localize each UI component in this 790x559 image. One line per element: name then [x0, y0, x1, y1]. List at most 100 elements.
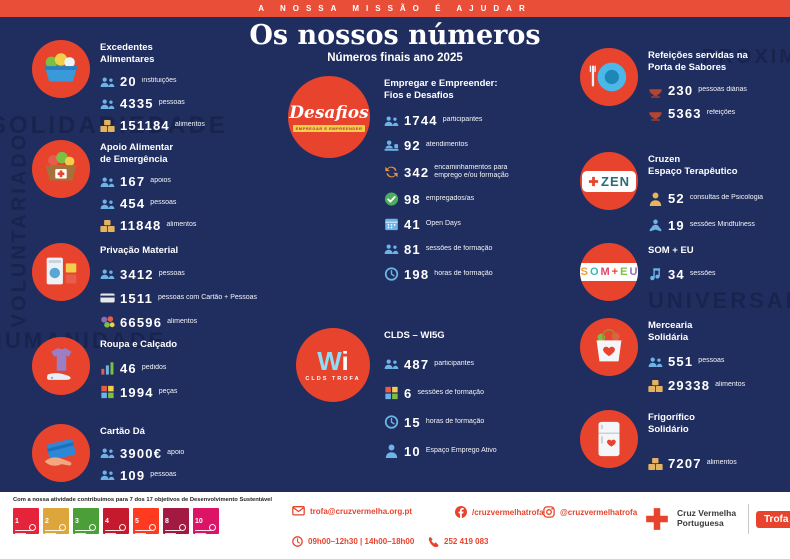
cvp-org-name: Cruz Vermelha Portuguesa	[677, 508, 737, 528]
clock-icon	[384, 415, 399, 429]
sdg-caption-line	[15, 529, 31, 532]
sdg-number: 3	[75, 518, 79, 525]
section-badge	[32, 140, 90, 198]
sdg-number: 10	[195, 518, 203, 525]
phone-icon	[428, 536, 439, 547]
sdg-number: 8	[165, 518, 169, 525]
section-badge	[32, 337, 90, 395]
section-empregar-empreender: Desafios EMPREGAR E EMPREENDER Empregar …	[288, 76, 509, 281]
clock-icon	[292, 536, 303, 547]
stat-label: alimentos	[174, 121, 205, 129]
sdg-caption-line	[135, 532, 146, 535]
stat-row: 6 sessões de formação	[384, 386, 497, 400]
mission-banner-text: A NOSSA MISSÃO É AJUDAR	[258, 4, 532, 13]
stat-row: 98 empregados/as	[384, 192, 509, 206]
stat-row: 109 pessoas	[100, 468, 184, 482]
stat-label: sessões de formação	[417, 388, 484, 396]
people-icon	[100, 175, 115, 189]
stat-row: 15 horas de formação	[384, 415, 497, 429]
cvp-divider	[748, 504, 749, 534]
phone-text: 252 419 083	[444, 537, 489, 546]
clds-logo-i: i	[341, 346, 349, 376]
pieces-blocks-icon	[100, 385, 115, 399]
stat-value: 34	[668, 266, 685, 282]
stat-row: 52 consultas de Psicologia	[648, 192, 763, 206]
stat-row: 11848 alimentos	[100, 219, 196, 233]
stat-label: horas de formação	[434, 269, 493, 277]
sdg-goal-4: 4	[103, 508, 129, 535]
blocks-icon	[384, 386, 399, 400]
sdg-caption-line	[105, 532, 116, 535]
section-title: Empregar e Empreender: Fios e Desafios	[384, 78, 498, 102]
section-badge	[32, 40, 90, 98]
stat-value: 10	[404, 443, 421, 459]
someu-logo-letter: E	[620, 266, 628, 278]
watermark-text: UNIVERSALIDADE	[648, 288, 790, 313]
food-boxes-icon	[648, 457, 663, 471]
section-title: Cartão Dá	[100, 426, 145, 437]
sdg-pictogram	[29, 524, 36, 531]
food-basket-icon	[44, 53, 78, 82]
hand-with-card-icon	[44, 439, 76, 466]
stat-value: 1511	[120, 290, 154, 306]
stat-label: instituições	[141, 77, 177, 85]
section-porta-de-sabores: Refeições servidas na Porta de Sabores 2…	[580, 48, 748, 121]
stat-row: 3900€ apoio	[100, 446, 184, 460]
someu-logo-letter: +	[611, 266, 619, 278]
sdg-caption-line	[195, 529, 211, 532]
stat-row: 29338 alimentos	[648, 379, 745, 393]
desafios-logo-badge: Desafios EMPREGAR E EMPREENDER	[288, 76, 370, 158]
stat-value: 5363	[668, 106, 702, 122]
stat-label: peças	[158, 387, 178, 395]
section-title: Refeições servidas na Porta de Sabores	[648, 50, 748, 74]
stat-row: 454 pessoas	[100, 197, 196, 211]
stat-value: 1744	[404, 113, 438, 129]
sdg-caption-line	[165, 529, 181, 532]
stat-row: 5363 refeições	[648, 107, 748, 121]
stat-row: 46 pedidos	[100, 361, 177, 375]
people-icon	[100, 75, 115, 89]
desafios-logo-subtext: EMPREGAR E EMPREENDER	[292, 124, 366, 132]
red-cross-icon	[646, 508, 668, 530]
instagram-contact: @cruzvermelhatrofa	[543, 506, 637, 518]
calendar-icon	[384, 217, 399, 231]
sdg-pictogram	[119, 524, 126, 531]
envelope-icon	[292, 506, 305, 516]
stat-row: 7207 alimentos	[648, 457, 737, 471]
stat-value: 19	[668, 218, 685, 234]
stat-label: participantes	[434, 359, 474, 367]
instagram-icon	[543, 506, 555, 518]
sdg-caption-line	[45, 529, 61, 532]
sdg-pictogram	[149, 524, 156, 531]
stat-label: horas de formação	[425, 417, 485, 425]
people-icon	[100, 197, 115, 211]
sdg-goal-1: 1	[13, 508, 39, 535]
section-badge	[580, 410, 638, 468]
people-icon	[384, 357, 399, 371]
stat-row: 66596 alimentos	[100, 315, 257, 329]
person-icon	[384, 444, 399, 458]
clds-logo-badge: Wi CLDS TROFA	[296, 328, 370, 402]
watermark-text: PROXIMIDADE	[702, 46, 790, 68]
stat-value: 52	[668, 191, 685, 207]
stat-value: 46	[120, 360, 137, 376]
stat-row: 81 sessões de formação	[384, 242, 509, 256]
email-contact: trofa@cruzvermelha.org.pt	[292, 506, 412, 516]
stat-row: 198 horas de formação	[384, 267, 509, 281]
section-frigorifico-solidario: Frigorífico Solidário 7207 alimentos	[580, 410, 737, 471]
cvp-logo: Cruz Vermelha Portuguesa Trofa	[644, 504, 790, 534]
stat-label: pessoas	[158, 269, 185, 277]
shirt-and-shoe-icon	[47, 347, 72, 380]
section-title: SOM + EU	[648, 245, 694, 256]
stat-label: empregados/as	[425, 194, 475, 202]
section-title: Privação Material	[100, 245, 179, 256]
hours-text: 09h00–12h30 | 14h00–18h00	[308, 537, 415, 546]
red-cross-icon	[588, 176, 599, 186]
people-icon	[384, 242, 399, 256]
stat-row: 10 Espaço Emprego Ativo	[384, 444, 497, 458]
instagram-handle: @cruzvermelhatrofa	[560, 507, 638, 517]
section-badge	[32, 424, 90, 482]
stat-value: 20	[120, 74, 137, 90]
people-icon	[100, 468, 115, 482]
stat-label: alimentos	[167, 317, 198, 325]
